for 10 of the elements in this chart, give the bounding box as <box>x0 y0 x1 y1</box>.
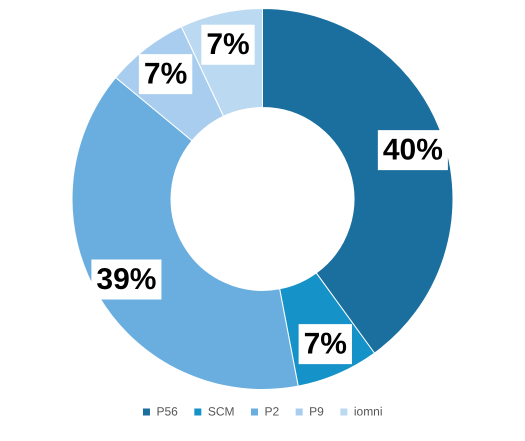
legend-label: iomni <box>354 404 383 418</box>
legend-label: P56 <box>156 404 178 418</box>
legend-label: SCM <box>208 404 234 418</box>
data-label: 39% <box>96 262 156 296</box>
data-label: 7% <box>304 327 347 360</box>
legend-label: P2 <box>264 404 280 418</box>
data-label: 7% <box>144 57 188 90</box>
legend-label: P9 <box>309 404 324 418</box>
data-label: 40% <box>382 133 443 166</box>
data-label: 7% <box>206 28 250 61</box>
